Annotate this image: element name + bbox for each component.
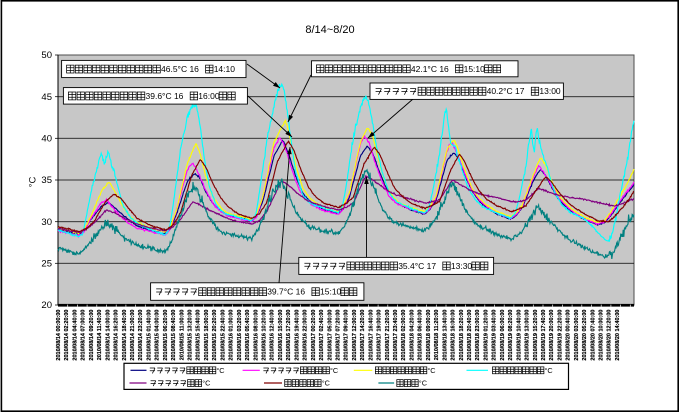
svg-text:2010/08/20 05:20:00: 2010/08/20 05:20:00 [582, 310, 588, 361]
svg-text:2010/08/18 20:40:00: 2010/08/18 20:40:00 [467, 310, 473, 361]
svg-text:°C: °C [322, 379, 330, 388]
svg-text:2010/08/14 18:40:00: 2010/08/14 18:40:00 [122, 310, 128, 361]
svg-text:2010/08/15 18:00:00: 2010/08/15 18:00:00 [204, 310, 210, 361]
svg-text:2010/08/16 22:00:00: 2010/08/16 22:00:00 [303, 310, 309, 361]
svg-text:2010/08/19 13:00:00: 2010/08/19 13:00:00 [525, 310, 531, 361]
svg-text:°C: °C [419, 379, 427, 388]
svg-text:2010/08/19 08:20:00: 2010/08/19 08:20:00 [508, 310, 514, 361]
svg-text:2010/08/16 01:00:00: 2010/08/16 01:00:00 [229, 310, 235, 361]
svg-text:39.7°C 16: 39.7°C 16 [267, 287, 305, 297]
svg-text:46.5°C 16: 46.5°C 16 [161, 64, 199, 74]
svg-text:2010/08/18 23:00:00: 2010/08/18 23:00:00 [475, 310, 481, 361]
svg-text:2010/08/19 17:40:00: 2010/08/19 17:40:00 [541, 310, 547, 361]
svg-text:2010/08/14 09:20:00: 2010/08/14 09:20:00 [89, 310, 95, 361]
svg-text:2010/08/15 04:00:00: 2010/08/15 04:00:00 [155, 310, 161, 361]
svg-text:8/14~8/20: 8/14~8/20 [305, 24, 354, 36]
svg-text:2010/08/15 11:00:00: 2010/08/15 11:00:00 [179, 310, 185, 361]
svg-text:2010/08/17 09:40:00: 2010/08/17 09:40:00 [344, 310, 350, 361]
svg-text:15:10: 15:10 [464, 64, 486, 74]
svg-text:2010/08/17 02:40:00: 2010/08/17 02:40:00 [319, 310, 325, 361]
svg-text:2010/08/20 10:00:00: 2010/08/20 10:00:00 [599, 310, 605, 361]
svg-text:2010/08/15 13:20:00: 2010/08/15 13:20:00 [188, 310, 194, 361]
svg-text:2010/08/18 04:20:00: 2010/08/18 04:20:00 [410, 310, 416, 361]
svg-text:2010/08/19 20:00:00: 2010/08/19 20:00:00 [549, 310, 555, 361]
svg-text:2010/08/15 08:40:00: 2010/08/15 08:40:00 [171, 310, 177, 361]
svg-text:2010/08/18 06:40:00: 2010/08/18 06:40:00 [418, 310, 424, 361]
svg-text:2010/08/14 14:00:00: 2010/08/14 14:00:00 [105, 310, 111, 361]
svg-text:16:00: 16:00 [198, 91, 220, 101]
svg-text:2010/08/16 19:40:00: 2010/08/16 19:40:00 [294, 310, 300, 361]
svg-text:2010/08/14 00:00:00: 2010/08/14 00:00:00 [56, 310, 62, 361]
svg-text:2010/08/14 11:40:00: 2010/08/14 11:40:00 [97, 310, 103, 361]
svg-text:2010/08/16 10:20:00: 2010/08/16 10:20:00 [262, 310, 268, 361]
svg-text:2010/08/18 11:20:00: 2010/08/18 11:20:00 [434, 310, 440, 361]
svg-text:2010/08/20 03:00:00: 2010/08/20 03:00:00 [574, 310, 580, 361]
svg-text:2010/08/20 14:40:00: 2010/08/20 14:40:00 [615, 310, 621, 361]
svg-text:2010/08/17 12:00:00: 2010/08/17 12:00:00 [352, 310, 358, 361]
svg-text:30: 30 [41, 217, 52, 228]
svg-text:°C: °C [202, 379, 210, 388]
svg-text:2010/08/17 05:00:00: 2010/08/17 05:00:00 [327, 310, 333, 361]
svg-text:2010/08/16 17:20:00: 2010/08/16 17:20:00 [286, 310, 292, 361]
svg-text:°C: °C [28, 177, 39, 188]
svg-text:2010/08/20 00:40:00: 2010/08/20 00:40:00 [566, 310, 572, 361]
svg-text:2010/08/14 16:20:00: 2010/08/14 16:20:00 [114, 310, 120, 361]
svg-text:2010/08/15 20:20:00: 2010/08/15 20:20:00 [212, 310, 218, 361]
svg-text:2010/08/18 02:00:00: 2010/08/18 02:00:00 [401, 310, 407, 361]
svg-text:2010/08/19 15:20:00: 2010/08/19 15:20:00 [533, 310, 539, 361]
svg-text:2010/08/19 01:20:00: 2010/08/19 01:20:00 [483, 310, 489, 361]
svg-text:°C: °C [330, 366, 338, 375]
svg-text:2010/08/14 04:40:00: 2010/08/14 04:40:00 [72, 310, 78, 361]
svg-text:2010/08/16 08:00:00: 2010/08/16 08:00:00 [253, 310, 259, 361]
svg-text:2010/08/17 00:20:00: 2010/08/17 00:20:00 [311, 310, 317, 361]
svg-text:°C: °C [427, 366, 435, 375]
svg-text:2010/08/18 18:20:00: 2010/08/18 18:20:00 [459, 310, 465, 361]
svg-text:2010/08/16 12:40:00: 2010/08/16 12:40:00 [270, 310, 276, 361]
svg-text:40.2°C 17: 40.2°C 17 [487, 86, 525, 96]
svg-text:2010/08/19 10:40:00: 2010/08/19 10:40:00 [516, 310, 522, 361]
svg-text:2010/08/14 07:00:00: 2010/08/14 07:00:00 [81, 310, 87, 361]
svg-text:2010/08/20 07:40:00: 2010/08/20 07:40:00 [590, 310, 596, 361]
svg-text:2010/08/18 09:00:00: 2010/08/18 09:00:00 [426, 310, 432, 361]
svg-text:2010/08/15 22:40:00: 2010/08/15 22:40:00 [220, 310, 226, 361]
svg-text:2010/08/17 16:40:00: 2010/08/17 16:40:00 [368, 310, 374, 361]
svg-text:2010/08/19 06:00:00: 2010/08/19 06:00:00 [500, 310, 506, 361]
svg-text:40: 40 [41, 134, 52, 145]
svg-text:39.6°C 16: 39.6°C 16 [146, 91, 184, 101]
svg-text:2010/08/17 19:00:00: 2010/08/17 19:00:00 [377, 310, 383, 361]
svg-text:45: 45 [41, 92, 52, 103]
svg-text:35: 35 [41, 175, 52, 186]
svg-text:25: 25 [41, 259, 52, 270]
svg-text:2010/08/14 23:20:00: 2010/08/14 23:20:00 [138, 310, 144, 361]
svg-text:2010/08/18 16:00:00: 2010/08/18 16:00:00 [451, 310, 457, 361]
svg-text:2010/08/14 02:20:00: 2010/08/14 02:20:00 [64, 310, 70, 361]
svg-text:2010/08/16 03:20:00: 2010/08/16 03:20:00 [237, 310, 243, 361]
svg-text:2010/08/14 21:00:00: 2010/08/14 21:00:00 [130, 310, 136, 361]
svg-text:14:10: 14:10 [214, 64, 236, 74]
svg-text:2010/08/19 22:20:00: 2010/08/19 22:20:00 [557, 310, 563, 361]
svg-text:2010/08/17 14:20:00: 2010/08/17 14:20:00 [360, 310, 366, 361]
svg-text:2010/08/15 15:40:00: 2010/08/15 15:40:00 [196, 310, 202, 361]
svg-text:2010/08/15 06:20:00: 2010/08/15 06:20:00 [163, 310, 169, 361]
svg-text:°C: °C [216, 366, 224, 375]
svg-text:15:10: 15:10 [320, 287, 342, 297]
svg-text:50: 50 [41, 50, 52, 61]
svg-text:2010/08/16 15:00:00: 2010/08/16 15:00:00 [278, 310, 284, 361]
svg-text:2010/08/16 05:40:00: 2010/08/16 05:40:00 [245, 310, 251, 361]
svg-text:13:00: 13:00 [539, 86, 561, 96]
svg-text:2010/08/17 23:40:00: 2010/08/17 23:40:00 [393, 310, 399, 361]
svg-text:13:30: 13:30 [451, 261, 473, 271]
svg-text:°C: °C [545, 366, 553, 375]
svg-text:20: 20 [41, 300, 52, 311]
svg-text:42.1°C 16: 42.1°C 16 [411, 64, 449, 74]
svg-text:2010/08/17 07:20:00: 2010/08/17 07:20:00 [336, 310, 342, 361]
svg-text:35.4°C 17: 35.4°C 17 [398, 261, 436, 271]
svg-text:2010/08/15 01:40:00: 2010/08/15 01:40:00 [146, 310, 152, 361]
svg-text:2010/08/17 21:20:00: 2010/08/17 21:20:00 [385, 310, 391, 361]
svg-text:2010/08/19 03:40:00: 2010/08/19 03:40:00 [492, 310, 498, 361]
svg-text:2010/08/18 13:40:00: 2010/08/18 13:40:00 [442, 310, 448, 361]
svg-text:2010/08/20 12:20:00: 2010/08/20 12:20:00 [607, 310, 613, 361]
